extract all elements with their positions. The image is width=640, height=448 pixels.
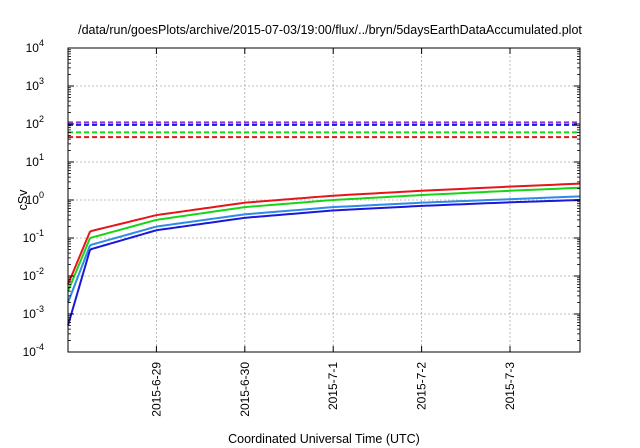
y-tick-label: 10-3 (23, 304, 44, 321)
y-tick-label: 101 (26, 152, 44, 169)
x-tick-label: 2015-7-3 (503, 362, 517, 410)
series-layer (67, 121, 581, 327)
x-tick-label: 2015-7-1 (326, 362, 340, 410)
plot-area-frame (67, 47, 581, 353)
series-line (67, 199, 581, 327)
y-tick-label: 10-1 (23, 228, 44, 245)
y-tick-label: 10-2 (23, 266, 44, 283)
series-line (67, 186, 581, 293)
y-tick-label: 10-4 (23, 342, 44, 359)
x-tick-label: 2015-6-29 (149, 362, 163, 417)
y-tick-label: 100 (26, 190, 44, 207)
y-axis-label: cSv (16, 189, 30, 211)
y-tick-label: 104 (26, 38, 44, 55)
series-line (67, 182, 581, 286)
y-tick-label: 103 (26, 76, 44, 93)
y-tick-label: 102 (26, 114, 44, 131)
axis-layer: 10-4 10-3 10-2 10-1 100 101 102 103 104 2015-6-29… (23, 38, 580, 417)
x-tick-label: 2015-6-30 (238, 362, 252, 417)
x-axis-label: Coordinated Universal Time (UTC) (228, 432, 420, 446)
chart-title: /data/run/goesPlots/archive/2015-07-03/1… (78, 23, 582, 37)
series-line (67, 195, 581, 304)
x-tick-label: 2015-7-2 (415, 362, 429, 410)
